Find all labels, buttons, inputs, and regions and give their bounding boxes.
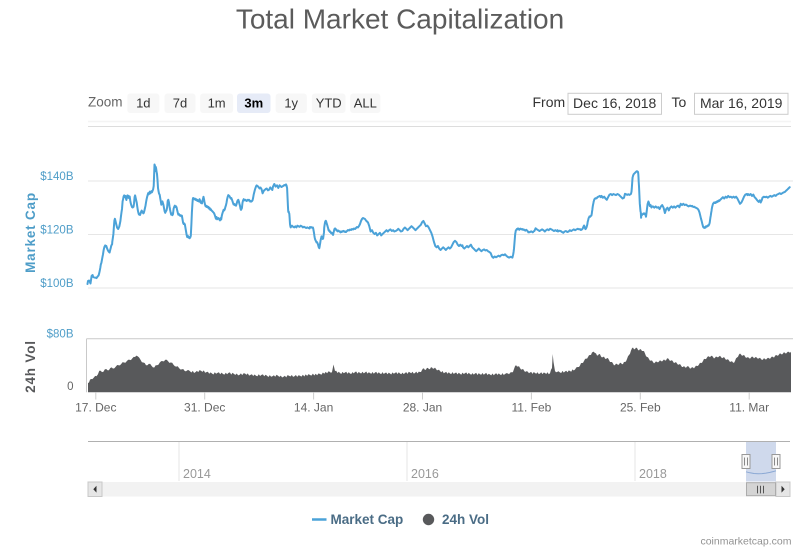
svg-text:11. Mar: 11. Mar: [729, 401, 769, 415]
svg-text:2016: 2016: [411, 467, 439, 481]
svg-text:ALL: ALL: [354, 96, 377, 111]
svg-text:Dec 16, 2018: Dec 16, 2018: [573, 95, 656, 111]
svg-text:31. Dec: 31. Dec: [184, 401, 225, 415]
svg-text:1m: 1m: [208, 96, 226, 111]
svg-text:$120B: $120B: [40, 225, 74, 237]
svg-text:Market Cap: Market Cap: [23, 192, 38, 273]
svg-text:7d: 7d: [173, 96, 187, 111]
svg-text:2014: 2014: [183, 467, 211, 481]
svg-text:3m: 3m: [244, 96, 263, 111]
svg-text:Mar 16, 2019: Mar 16, 2019: [700, 95, 783, 111]
svg-text:To: To: [672, 94, 687, 110]
svg-text:11. Feb: 11. Feb: [511, 401, 551, 415]
svg-text:24h Vol: 24h Vol: [442, 512, 489, 527]
svg-text:$100B: $100B: [40, 278, 74, 290]
svg-text:Zoom: Zoom: [88, 95, 123, 110]
svg-text:coinmarketcap.com: coinmarketcap.com: [700, 536, 791, 548]
svg-text:17. Dec: 17. Dec: [75, 401, 116, 415]
svg-text:1y: 1y: [284, 96, 298, 111]
svg-text:0: 0: [67, 381, 73, 393]
svg-text:28. Jan: 28. Jan: [403, 401, 442, 415]
svg-text:1d: 1d: [136, 96, 150, 111]
svg-text:24h Vol: 24h Vol: [23, 340, 38, 393]
svg-text:From: From: [533, 94, 566, 110]
svg-text:2018: 2018: [639, 467, 667, 481]
svg-text:$140B: $140B: [40, 171, 74, 183]
svg-text:YTD: YTD: [316, 96, 342, 111]
svg-text:Total Market Capitalization: Total Market Capitalization: [236, 4, 564, 35]
svg-text:14. Jan: 14. Jan: [294, 401, 333, 415]
svg-text:$80B: $80B: [47, 328, 74, 340]
svg-text:25. Feb: 25. Feb: [620, 401, 661, 415]
svg-text:Market Cap: Market Cap: [331, 512, 404, 527]
